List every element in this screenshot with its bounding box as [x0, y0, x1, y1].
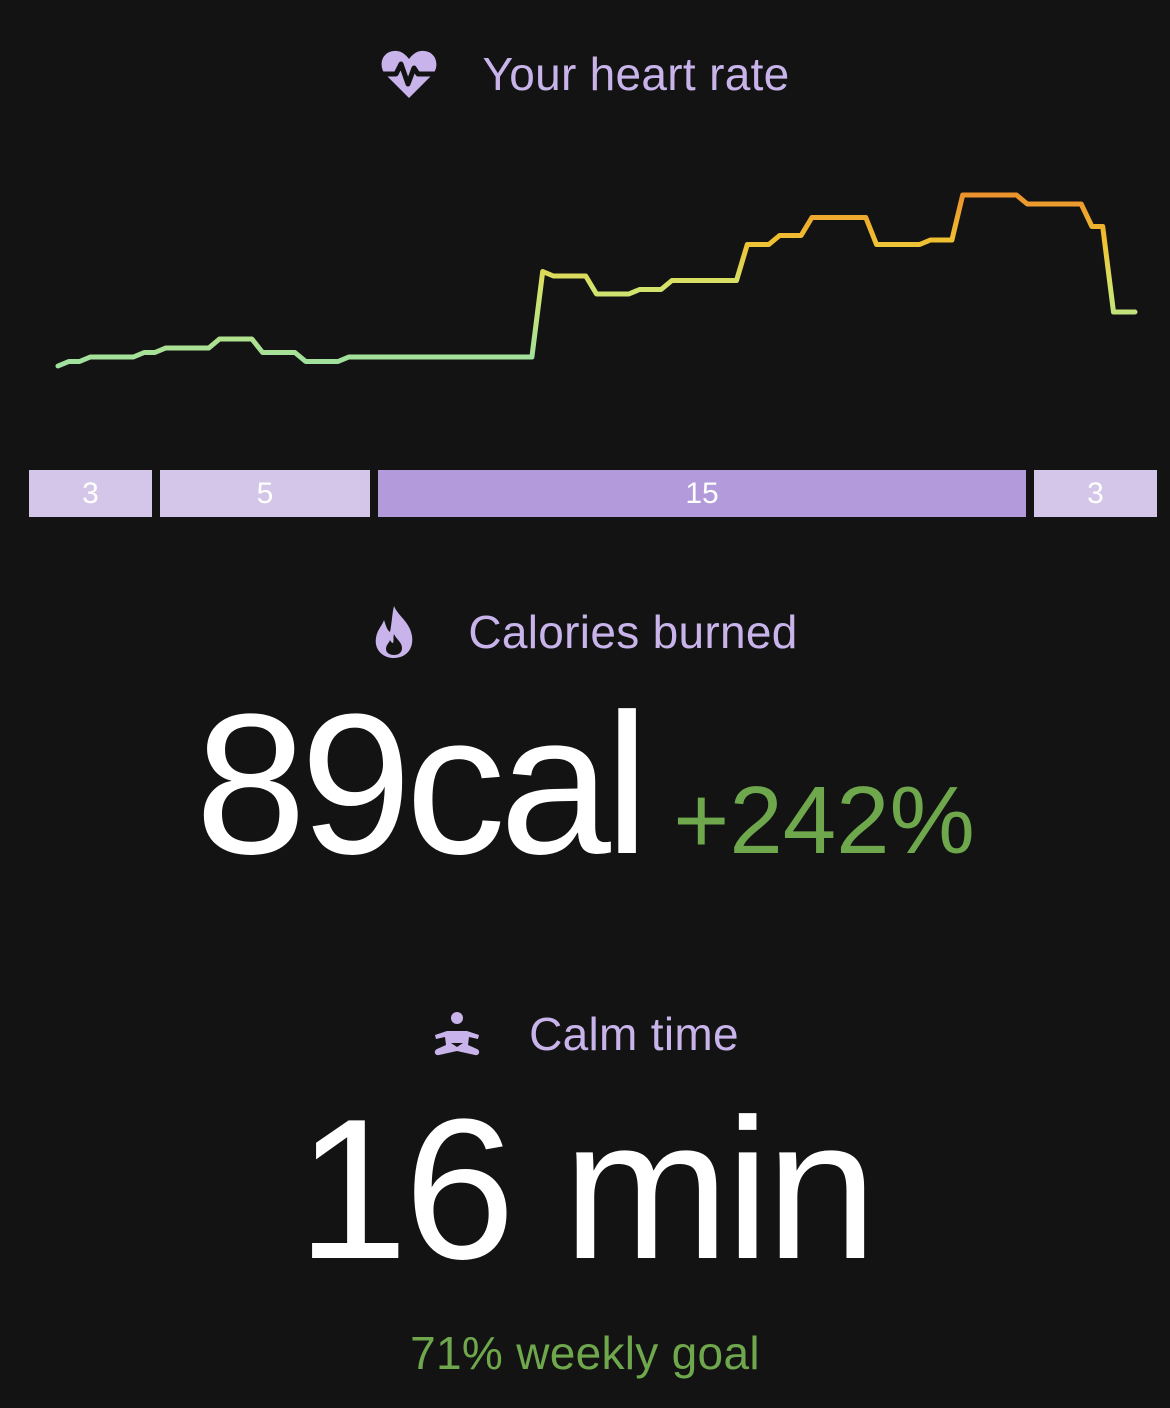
heart-rate-header: Your heart rate: [0, 44, 1170, 104]
calm-weekly-goal: 71% weekly goal: [410, 1327, 760, 1379]
calm-time-title: Calm time: [529, 1008, 739, 1060]
zone-bar-3: 15: [378, 470, 1026, 517]
calories-delta: +242%: [673, 767, 975, 874]
calories-value: 89cal: [195, 673, 649, 896]
heart-rate-chart: [55, 192, 1138, 369]
calm-time-header: Calm time: [0, 1002, 1170, 1066]
calories-header: Calories burned: [0, 600, 1170, 664]
zone-bar-1: 3: [29, 470, 152, 517]
zone-bar-4: 3: [1034, 470, 1157, 517]
zone-bar-1-label: 3: [82, 476, 99, 510]
zone-bar-2-label: 5: [256, 476, 274, 510]
calories-value-row: 89cal +242%: [0, 673, 1170, 896]
zone-bar-4-label: 3: [1087, 476, 1104, 510]
calm-time-value-row: 16 min: [0, 1078, 1170, 1301]
flame-icon: [372, 604, 416, 660]
zone-bar-2: 5: [160, 470, 370, 517]
meditation-icon: [431, 1011, 483, 1057]
zone-bar-3-label: 15: [685, 476, 719, 510]
calm-time-value: 16 min: [296, 1078, 877, 1301]
calories-title: Calories burned: [468, 606, 798, 658]
heart-rate-line: [55, 192, 1138, 369]
heart-pulse-icon: [380, 48, 439, 100]
heart-rate-title: Your heart rate: [482, 48, 790, 100]
